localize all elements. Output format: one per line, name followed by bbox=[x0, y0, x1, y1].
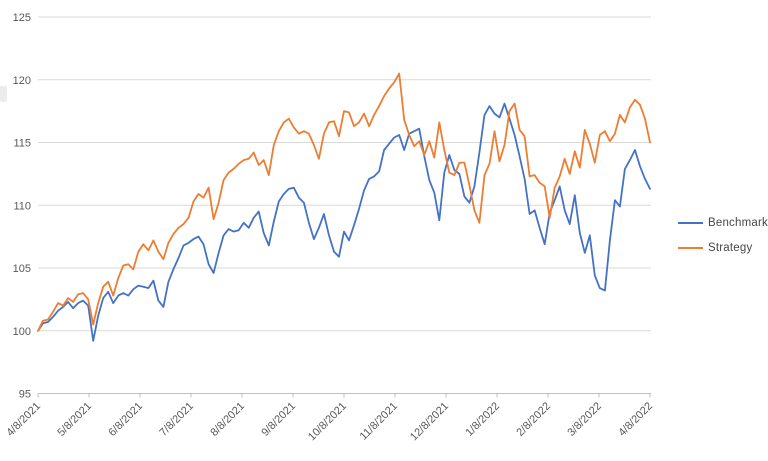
x-tick-label-7-8-2021: 7/8/2021 bbox=[157, 400, 196, 439]
legend-label-benchmark: Benchmark bbox=[708, 216, 768, 229]
strategy-line-swatch bbox=[678, 246, 703, 249]
x-tick-label-1-8-2022: 1/8/2022 bbox=[463, 400, 502, 439]
x-tick-label-8-8-2021: 8/8/2021 bbox=[208, 400, 247, 439]
x-tick-label-4-8-2021: 4/8/2021 bbox=[4, 400, 43, 439]
x-tick-label-9-8-2021: 9/8/2021 bbox=[259, 400, 298, 439]
y-tick-label-95: 95 bbox=[19, 389, 31, 401]
y-tick-label-100: 100 bbox=[13, 326, 31, 338]
x-tick-label-4-8-2022: 4/8/2022 bbox=[616, 400, 655, 439]
window-edge-fragment bbox=[0, 86, 7, 102]
x-tick-label-6-8-2021: 6/8/2021 bbox=[106, 400, 145, 439]
legend-label-strategy: Strategy bbox=[708, 241, 753, 254]
x-axis-labels: 4/8/2021 5/8/2021 6/8/2021 7/8/2021 8/8/2021… bbox=[4, 400, 655, 443]
series-line-benchmark[interactable] bbox=[37, 102, 651, 342]
series-line-strategy[interactable] bbox=[37, 72, 651, 332]
y-axis-labels: 95 100 105 110 115 120 125 bbox=[13, 12, 31, 401]
benchmark-line-swatch bbox=[678, 221, 703, 224]
x-axis bbox=[37, 393, 651, 398]
legend-item-benchmark[interactable]: Benchmark bbox=[678, 210, 768, 235]
x-tick-label-2-8-2022: 2/8/2022 bbox=[514, 400, 553, 439]
x-tick-label-12-8-2021: 12/8/2021 bbox=[408, 400, 451, 443]
x-tick-label-10-8-2021: 10/8/2021 bbox=[306, 400, 349, 443]
y-tick-label-105: 105 bbox=[13, 263, 31, 275]
x-tick-label-3-8-2022: 3/8/2022 bbox=[565, 400, 604, 439]
x-tick-label-11-8-2021: 11/8/2021 bbox=[358, 400, 401, 443]
legend: Benchmark Strategy bbox=[678, 210, 768, 260]
y-tick-label-115: 115 bbox=[13, 138, 31, 150]
x-tick-label-5-8-2021: 5/8/2021 bbox=[55, 400, 94, 439]
y-tick-label-110: 110 bbox=[13, 200, 31, 212]
gridlines bbox=[38, 16, 651, 332]
legend-item-strategy[interactable]: Strategy bbox=[678, 235, 768, 260]
y-tick-label-125: 125 bbox=[13, 12, 31, 24]
y-tick-label-120: 120 bbox=[13, 75, 31, 87]
series-lines bbox=[37, 72, 651, 342]
